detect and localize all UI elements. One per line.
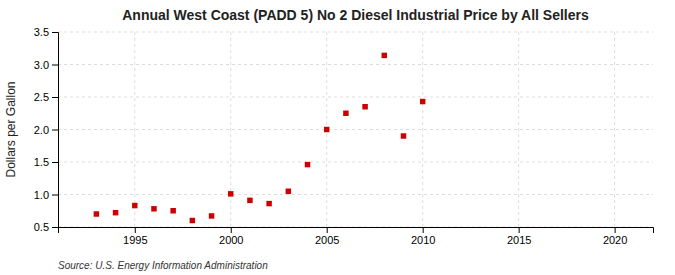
y-tick: 3.5 [34,26,58,38]
point [420,99,425,104]
point [151,206,156,211]
point [247,198,252,203]
x-tick-label: 2020 [603,234,627,246]
y-tick-label: 0.5 [34,221,49,233]
y-tick-mark [52,32,58,33]
y-tick-label: 1.5 [34,156,49,168]
point [209,213,214,218]
grid [58,32,653,227]
x-tick-label: 2010 [411,234,435,246]
x-tick-mark [519,227,520,233]
y-tick-label: 3.0 [34,59,49,71]
x-tick-mark [135,227,136,233]
y-tick: 1.0 [34,189,58,201]
x-tick: 2005 [315,227,339,246]
point [190,218,195,223]
grid-line [58,162,653,163]
x-tick-mark [231,227,232,233]
x-tick-mark [327,227,328,233]
grid-line [230,32,231,227]
point [286,189,291,194]
y-tick: 2.0 [34,124,58,136]
x-axis: 1995 2000 2005 2010 2015 2020 [59,227,654,246]
plot-area: 1995 2000 2005 2010 2015 2020 0.5 1.0 1.5 2.0 2.5 3… [34,26,654,246]
source-note: Source: U.S. Energy Information Administ… [58,260,268,271]
x-tick-label: 2005 [315,234,339,246]
y-tick-mark [52,162,58,163]
chart: 1995 2000 2005 2010 2015 2020 0.5 1.0 1.5 2.0 2.5 3… [0,0,675,275]
point [94,211,99,216]
point [362,104,367,109]
grid-line [422,32,423,227]
y-tick-mark [52,97,58,98]
point [382,53,387,58]
point [113,210,118,215]
y-tick-label: 1.0 [34,189,49,201]
point [324,127,329,132]
y-tick: 3.0 [34,59,58,71]
y-tick: 1.5 [34,156,58,168]
x-tick-mark [423,227,424,233]
y-tick-mark [52,227,58,228]
point [170,208,175,213]
grid-line [58,194,653,195]
point [132,203,137,208]
point [343,111,348,116]
x-tick-label: 1995 [123,234,147,246]
point [266,201,271,206]
y-tick-mark [52,195,58,196]
x-tick-mark [615,227,616,233]
grid-line [134,32,135,227]
x-tick: 2000 [219,227,243,246]
y-tick: 0.5 [34,221,58,233]
y-tick-label: 2.5 [34,91,49,103]
points [94,53,426,224]
y-tick-label: 2.0 [34,124,49,136]
y-axis: 0.5 1.0 1.5 2.0 2.5 3.0 3.5 [34,26,59,233]
grid-line [518,32,519,227]
x-tick: 2015 [507,227,531,246]
x-tick: 2020 [603,227,627,246]
grid-line [58,129,653,130]
title: Annual West Coast (PADD 5) No 2 Diesel I… [122,7,589,23]
x-tick: 2010 [411,227,435,246]
y-tick-mark [52,130,58,131]
x-axis-line [59,228,654,234]
y-axis-line [52,33,59,228]
x-tick-label: 2015 [507,234,531,246]
x-tick: 1995 [123,227,147,246]
y-axis-label: Dollars per Gallon [4,81,18,177]
y-tick-mark [52,65,58,66]
grid-line [58,97,653,98]
x-tick-label: 2000 [219,234,243,246]
y-tick: 2.5 [34,91,58,103]
y-tick-label: 3.5 [34,26,49,38]
point [305,162,310,167]
point [228,191,233,196]
grid-line [58,64,653,65]
grid-line [614,32,615,227]
point [401,133,406,138]
grid-line [58,32,653,33]
